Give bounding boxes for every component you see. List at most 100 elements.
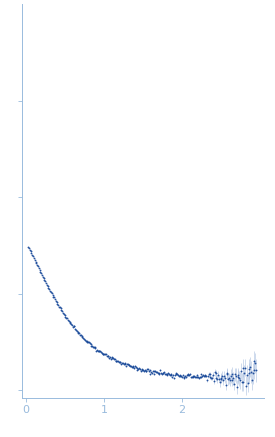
Point [58,305,63,312]
Point [89,343,94,350]
Point [163,370,167,377]
Point [157,371,161,378]
Point [174,370,178,377]
Point [178,372,183,379]
Point [106,352,111,359]
Point [114,357,119,364]
Point [139,365,144,372]
Point [122,361,126,368]
Point [92,343,97,350]
Point [113,356,117,363]
Point [217,375,221,382]
Point [65,315,69,322]
Point [177,373,182,380]
Point [223,375,227,382]
Point [148,367,153,374]
Point [147,368,151,375]
Point [54,297,58,304]
Point [140,366,145,373]
Point [210,375,214,382]
Point [67,317,71,324]
Point [99,348,103,355]
Point [252,366,257,373]
Point [213,375,218,382]
Point [185,370,190,377]
Point [231,375,235,382]
Point [136,366,141,373]
Point [175,371,179,378]
Point [208,371,213,378]
Point [191,373,196,380]
Point [31,253,35,260]
Point [45,283,50,290]
Point [244,382,248,389]
Point [81,334,86,341]
Point [245,372,249,379]
Point [247,366,252,373]
Point [138,366,142,373]
Point [160,370,165,377]
Point [111,354,116,361]
Point [232,381,236,388]
Point [250,377,254,384]
Point [102,351,106,358]
Point [220,372,224,379]
Point [249,368,253,375]
Point [70,322,74,329]
Point [37,264,41,271]
Point [29,250,34,257]
Point [35,261,39,268]
Point [56,302,60,309]
Point [224,382,228,388]
Point [160,371,164,378]
Point [71,323,76,330]
Point [197,373,202,380]
Point [68,319,73,326]
Point [215,375,219,382]
Point [119,361,123,368]
Point [202,373,206,380]
Point [205,377,209,384]
Point [83,336,87,343]
Point [57,304,61,311]
Point [95,347,99,354]
Point [66,316,70,323]
Point [104,351,108,358]
Point [64,314,68,321]
Point [213,369,217,376]
Point [47,286,51,293]
Point [84,339,89,346]
Point [26,243,31,250]
Point [152,371,156,378]
Point [224,370,229,377]
Point [254,367,258,374]
Point [201,371,205,378]
Point [139,367,143,374]
Point [222,372,226,379]
Point [253,360,258,367]
Point [236,371,241,378]
Point [69,320,73,327]
Point [49,288,53,295]
Point [204,372,208,379]
Point [146,366,150,373]
Point [251,370,255,377]
Point [164,371,169,378]
Point [63,313,68,320]
Point [158,367,162,374]
Point [227,375,231,382]
Point [108,354,112,361]
Point [98,348,103,355]
Point [154,368,158,375]
Point [117,359,122,366]
Point [195,372,200,379]
Point [229,372,233,379]
Point [185,371,189,378]
Point [87,340,92,347]
Point [156,370,161,377]
Point [137,365,141,372]
Point [77,330,81,337]
Point [189,373,194,380]
Point [161,369,166,376]
Point [127,361,132,368]
